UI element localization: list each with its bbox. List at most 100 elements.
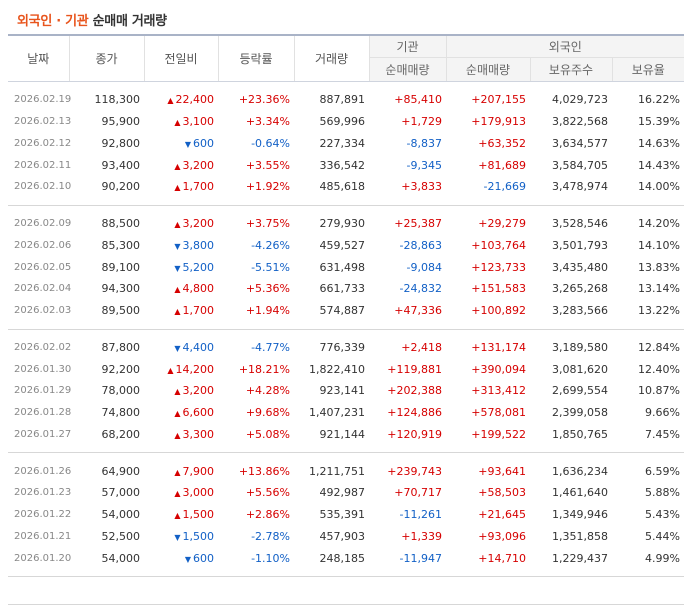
cell-foreign-net: -21,669 xyxy=(483,180,526,194)
change-value: 600 xyxy=(193,136,214,150)
table-row: 2026.02.02 87,800 ▼ 4,400 -4.77% 776,339 +2,41… xyxy=(8,337,684,359)
table-row: 2026.02.13 95,900 ▲ 3,100 +3.34% 569,996 +1,72… xyxy=(8,111,684,133)
cell-holdings: 3,478,974 xyxy=(552,180,608,194)
cell-holdings: 1,349,946 xyxy=(552,508,608,522)
cell-rate: +9.68% xyxy=(245,406,290,420)
cell-holdings: 1,461,640 xyxy=(552,486,608,500)
cell-institution-net: +120,919 xyxy=(387,427,442,441)
cell-institution-net: +119,881 xyxy=(387,362,442,376)
change-value: 1,700 xyxy=(182,180,215,194)
triangle-up-icon: ▲ xyxy=(174,387,181,397)
cell-volume: 887,891 xyxy=(319,93,366,107)
header-foreign-net: 순매매량 xyxy=(445,57,530,82)
cell-close: 88,500 xyxy=(101,217,141,231)
cell-change: ▲ 3,300 xyxy=(144,424,218,446)
cell-foreign-net: +14,710 xyxy=(478,551,526,565)
cell-volume: 1,211,751 xyxy=(309,464,365,478)
triangle-down-icon: ▼ xyxy=(184,554,191,564)
cell-institution-net: +70,717 xyxy=(394,486,442,500)
change-value: 4,800 xyxy=(182,282,215,296)
triangle-up-icon: ▲ xyxy=(174,489,181,499)
cell-foreign-net: +21,645 xyxy=(478,508,526,522)
group-spacer xyxy=(8,329,684,337)
cell-date: 2026.01.30 xyxy=(14,363,72,375)
cell-institution-net: -9,345 xyxy=(406,158,442,172)
cell-foreign-net: +100,892 xyxy=(471,304,526,318)
cell-holdings: 1,229,437 xyxy=(552,551,608,565)
change-value: 22,400 xyxy=(175,93,215,107)
cell-close: 95,900 xyxy=(101,115,141,129)
change-value: 7,900 xyxy=(182,464,215,478)
cell-institution-net: -24,832 xyxy=(399,282,442,296)
cell-close: 89,100 xyxy=(101,260,141,274)
change-value: 4,400 xyxy=(182,340,215,354)
cell-date: 2026.02.09 xyxy=(14,218,72,230)
cell-change: ▼ 1,500 xyxy=(144,526,218,548)
table-row: 2026.02.06 85,300 ▼ 3,800 -4.26% 459,527 -28,8… xyxy=(8,235,684,257)
cell-foreign-net: +151,583 xyxy=(471,282,526,296)
cell-date: 2026.02.10 xyxy=(14,181,72,193)
cell-foreign-net: +179,913 xyxy=(471,115,526,129)
cell-foreign-net: +29,279 xyxy=(478,217,526,231)
cell-volume: 457,903 xyxy=(319,529,366,543)
cell-holdings: 3,265,268 xyxy=(552,282,608,296)
cell-rate: +23.36% xyxy=(238,93,290,107)
cell-close: 54,000 xyxy=(101,551,141,565)
cell-change: ▲ 4,800 xyxy=(144,278,218,300)
cell-institution-net: +3,833 xyxy=(401,180,442,194)
table-row: 2026.02.04 94,300 ▲ 4,800 +5.36% 661,733 -24,8… xyxy=(8,278,684,300)
cell-change: ▲ 3,200 xyxy=(144,213,218,235)
cell-rate: -5.51% xyxy=(251,260,290,274)
cell-ratio: 6.59% xyxy=(645,464,680,478)
triangle-up-icon: ▲ xyxy=(174,220,181,230)
cell-volume: 631,498 xyxy=(319,260,366,274)
cell-date: 2026.01.26 xyxy=(14,465,72,477)
cell-rate: -4.77% xyxy=(251,340,290,354)
cell-institution-net: -11,261 xyxy=(399,508,442,522)
cell-close: 87,800 xyxy=(101,340,141,354)
table-row: 2026.02.19 118,300 ▲ 22,400 +23.36% 887,891 +8… xyxy=(8,89,684,111)
cell-change: ▲ 1,700 xyxy=(144,176,218,198)
cell-volume: 661,733 xyxy=(319,282,366,296)
cell-holdings: 3,435,480 xyxy=(552,260,608,274)
cell-change: ▲ 1,700 xyxy=(144,300,218,322)
table-row: 2026.01.22 54,000 ▲ 1,500 +2.86% 535,391 -11,2… xyxy=(8,504,684,526)
header-change: 전일비 xyxy=(143,35,218,82)
table-row: 2026.01.27 68,200 ▲ 3,300 +5.08% 921,144 +120,… xyxy=(8,424,684,446)
triangle-up-icon: ▲ xyxy=(174,430,181,440)
header-rate: 등락률 xyxy=(217,35,294,82)
cell-change: ▲ 3,200 xyxy=(144,380,218,402)
cell-foreign-net: +93,641 xyxy=(478,464,526,478)
table-row: 2026.01.26 64,900 ▲ 7,900 +13.86% 1,211,751 +2… xyxy=(8,460,684,482)
change-value: 3,200 xyxy=(182,217,215,231)
group-divider xyxy=(8,445,684,454)
cell-change: ▲ 6,600 xyxy=(144,402,218,424)
cell-rate: +1.94% xyxy=(245,304,290,318)
triangle-up-icon: ▲ xyxy=(174,307,181,317)
cell-volume: 248,185 xyxy=(319,551,366,565)
cell-rate: +5.56% xyxy=(245,486,290,500)
cell-ratio: 13.22% xyxy=(638,304,680,318)
cell-holdings: 3,501,793 xyxy=(552,238,608,252)
table-row: 2026.02.11 93,400 ▲ 3,200 +3.55% 336,542 -9,34… xyxy=(8,154,684,176)
change-value: 3,200 xyxy=(182,158,215,172)
group-spacer xyxy=(8,205,684,213)
table-body: 2026.02.19 118,300 ▲ 22,400 +23.36% 887,891 +8… xyxy=(8,82,684,577)
cell-change: ▼ 4,400 xyxy=(144,337,218,359)
cell-foreign-net: +58,503 xyxy=(478,486,526,500)
cell-institution-net: +47,336 xyxy=(394,304,442,318)
cell-close: 54,000 xyxy=(101,508,141,522)
cell-holdings: 1,850,765 xyxy=(552,427,608,441)
section-title: 외국인 · 기관 순매매 거래량 xyxy=(17,10,167,29)
cell-rate: +13.86% xyxy=(238,464,290,478)
cell-holdings: 1,351,858 xyxy=(552,529,608,543)
cell-rate: +3.75% xyxy=(245,217,290,231)
cell-ratio: 14.10% xyxy=(638,238,680,252)
group-divider xyxy=(8,569,684,577)
cell-institution-net: +85,410 xyxy=(394,93,442,107)
cell-rate: -2.78% xyxy=(251,529,290,543)
cell-ratio: 5.44% xyxy=(645,529,680,543)
triangle-up-icon: ▲ xyxy=(174,409,181,419)
table-row: 2026.02.12 92,800 ▼ 600 -0.64% 227,334 -8,837 +… xyxy=(8,133,684,155)
group-spacer xyxy=(8,453,684,461)
